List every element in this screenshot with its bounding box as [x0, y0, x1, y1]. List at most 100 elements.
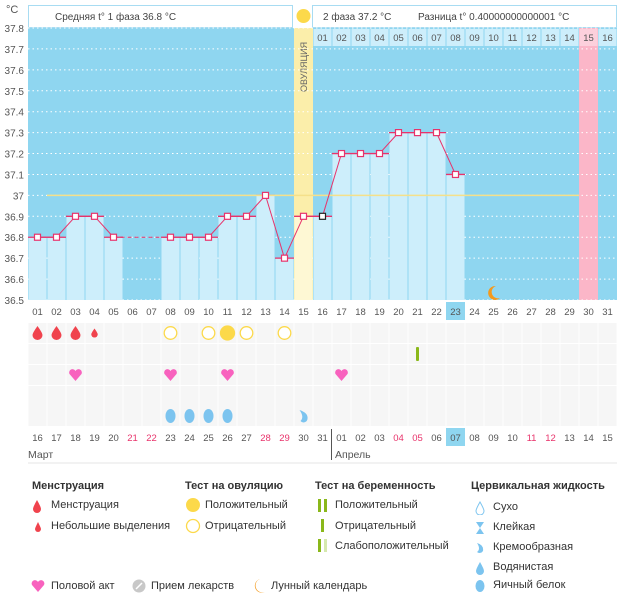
cycle-day-cell [465, 29, 484, 46]
symbol-cell [161, 386, 180, 406]
symbol-cell [522, 406, 541, 426]
symbol-cell [503, 386, 522, 406]
egg-white-icon [203, 409, 214, 423]
calendar-date: 03 [374, 433, 385, 444]
symbol-cell [142, 323, 161, 343]
legend-watery: Водянистая [493, 561, 554, 573]
menstruation-drop-icon [70, 326, 81, 340]
y-tick-label: 37.3 [5, 129, 25, 140]
temperature-point [242, 212, 251, 220]
symbol-cell [579, 344, 598, 364]
symbol-cell [446, 365, 465, 385]
moon-icon [488, 285, 500, 300]
temperature-point [185, 233, 194, 241]
cycle-day-label: 04 [374, 33, 385, 44]
symbol-cell [427, 344, 446, 364]
x-day-label: 20 [393, 307, 404, 318]
cycle-day-label: 16 [602, 33, 613, 44]
cycle-day-label: 13 [545, 33, 556, 44]
legend-ovulation-positive: Положительный [205, 499, 288, 511]
x-day-label: 25 [488, 307, 499, 318]
temperature-point [394, 129, 403, 137]
x-day-label: 11 [223, 307, 233, 318]
symbol-cell [389, 386, 408, 406]
symbol-cell [104, 365, 123, 385]
legend-spotting-icon [34, 521, 42, 536]
phase2-text: 2 фаза 37.2 °C [323, 11, 391, 23]
calendar-date: 18 [70, 433, 81, 444]
legend-ovulation-negative-icon [185, 518, 201, 537]
cycle-day-label: 08 [450, 33, 461, 44]
symbol-cell [522, 344, 541, 364]
temperature-bar [256, 195, 275, 300]
menstruation-drop-icon [32, 326, 43, 340]
symbol-cell [370, 323, 389, 343]
cycle-day-cell [522, 29, 541, 46]
calendar-date: 20 [108, 433, 119, 444]
spotting-drop-icon [91, 328, 98, 338]
calendar-date: 13 [564, 433, 575, 444]
x-day-label: 02 [51, 307, 62, 318]
ovulation-test-negative-icon [239, 326, 254, 340]
phase1-box [28, 5, 293, 28]
legend-dry: Сухо [493, 501, 518, 513]
cycle-day-cell [446, 29, 465, 46]
symbol-cell [123, 323, 142, 343]
symbol-cell [218, 386, 237, 406]
month-label-april: Апрель [335, 449, 371, 461]
symbol-cell [427, 365, 446, 385]
symbol-cell [465, 386, 484, 406]
cycle-day-label: 12 [526, 33, 537, 44]
phase1-text: Средняя t° 1 фаза 36.8 °C [55, 11, 176, 23]
symbol-cell [85, 365, 104, 385]
symbol-cell [408, 365, 427, 385]
legend-creamy-icon [475, 541, 485, 558]
x-day-label: 09 [184, 307, 195, 318]
symbol-cell [275, 365, 294, 385]
calendar-date: 12 [545, 433, 556, 444]
temperature-bar [161, 237, 180, 300]
symbol-cell [47, 344, 66, 364]
calendar-date: 25 [203, 433, 214, 444]
symbol-cell [541, 386, 560, 406]
symbol-cell [408, 386, 427, 406]
ovulation-test-positive-icon [219, 325, 236, 341]
calendar-date: 17 [51, 433, 62, 444]
symbol-cell [503, 344, 522, 364]
symbol-cell [408, 323, 427, 343]
calendar-date: 21 [127, 433, 138, 444]
temperature-bar [332, 153, 351, 300]
symbol-cell [427, 406, 446, 426]
symbol-cell [370, 406, 389, 426]
symbol-cell [465, 323, 484, 343]
symbol-cell [560, 365, 579, 385]
symbol-cell [560, 323, 579, 343]
temperature-bar [66, 216, 85, 300]
temperature-bar [313, 216, 332, 300]
symbol-cell [104, 344, 123, 364]
x-day-label: 10 [203, 307, 214, 318]
temperature-point [71, 212, 80, 220]
x-day-label: 23 [450, 307, 461, 318]
symbol-cell [256, 323, 275, 343]
calendar-date: 22 [146, 433, 157, 444]
legend-medication-icon [132, 579, 146, 595]
temperature-bar [85, 216, 104, 300]
symbol-cell [180, 386, 199, 406]
symbol-cell [256, 365, 275, 385]
symbol-cell [427, 386, 446, 406]
symbol-cell [142, 344, 161, 364]
y-tick-label: 37.4 [5, 108, 25, 119]
symbol-cell [180, 323, 199, 343]
symbol-cell [180, 344, 199, 364]
legend-menstruation: Менструация [51, 499, 119, 511]
temperature-point [413, 129, 422, 137]
y-tick-label: 37.7 [5, 45, 25, 56]
diff-text: Разница t° 0.40000000000001 °C [418, 12, 569, 23]
ovulation-label: ОВУЛЯЦИЯ [299, 42, 309, 92]
symbol-cell [66, 386, 85, 406]
legend-moon: Лунный календарь [271, 580, 368, 592]
symbol-cell [142, 406, 161, 426]
cycle-day-label: 07 [431, 33, 442, 44]
symbol-cell [237, 406, 256, 426]
